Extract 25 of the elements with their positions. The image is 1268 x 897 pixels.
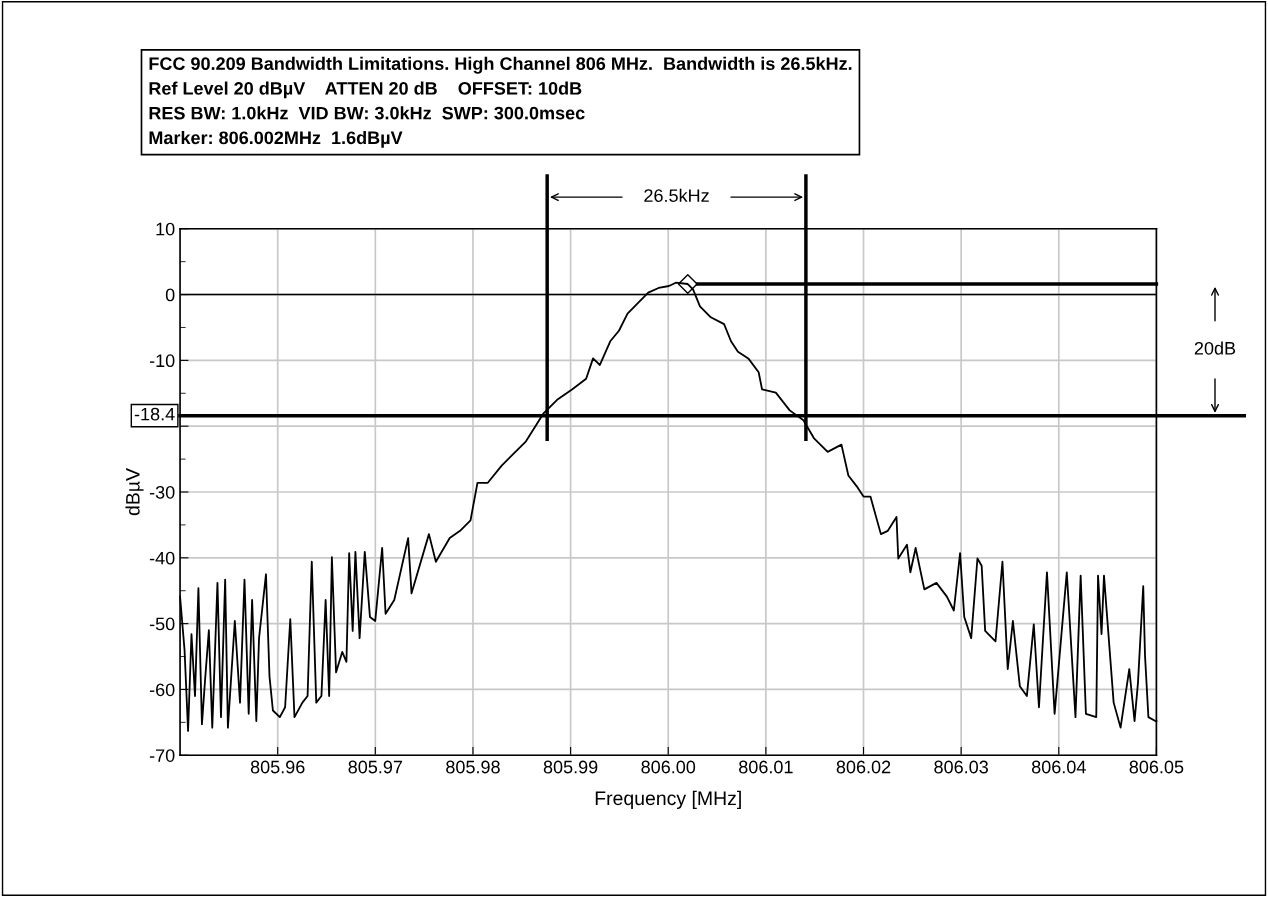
- y-axis-title: dBµV: [125, 468, 144, 516]
- text: 20dB: [1194, 341, 1236, 355]
- text: 26.5kHz: [644, 188, 709, 202]
- y-tick-label: 10: [156, 222, 175, 236]
- x-tick-label: 805.99: [543, 760, 598, 774]
- x-tick-label: 806.04: [1031, 760, 1086, 774]
- chart-title: FCC 90.209 Bandwidth Limitations. High Channel 806 MHz. Bandwidth is 26.5kHz.: [149, 56, 852, 74]
- y-tick-label: -70: [149, 749, 175, 762]
- y-tick-label: -40: [149, 551, 175, 565]
- x-tick-label: 805.98: [446, 760, 500, 774]
- x-tick-label: 806.02: [836, 760, 891, 774]
- y-tick-label: -10: [149, 354, 175, 368]
- chart-subtitle: Ref Level 20 dBµV ATTEN 20 dB OFFSET: 10dB RES BW: 1.0kHz VID BW: 3.0kHz SWP: 300.0msec Marker: 806.002MHz 1.6dBµV: [149, 81, 585, 148]
- y-tick-label: -30: [149, 485, 175, 499]
- x-tick-label: 806.05: [1129, 760, 1184, 774]
- x-tick-label: 806.00: [641, 760, 696, 774]
- x-axis-title: Frequency [MHz]: [595, 790, 741, 809]
- x-tick-label: 805.97: [348, 760, 403, 774]
- y-tick-label: 0: [165, 288, 175, 302]
- ref-line-label: -18.4: [134, 407, 175, 421]
- y-tick-label: -60: [149, 683, 175, 697]
- x-tick-label: 806.03: [934, 760, 988, 774]
- x-tick-label: 806.01: [739, 760, 793, 774]
- x-tick-label: 805.96: [250, 760, 305, 774]
- y-tick-label: -50: [149, 617, 175, 631]
